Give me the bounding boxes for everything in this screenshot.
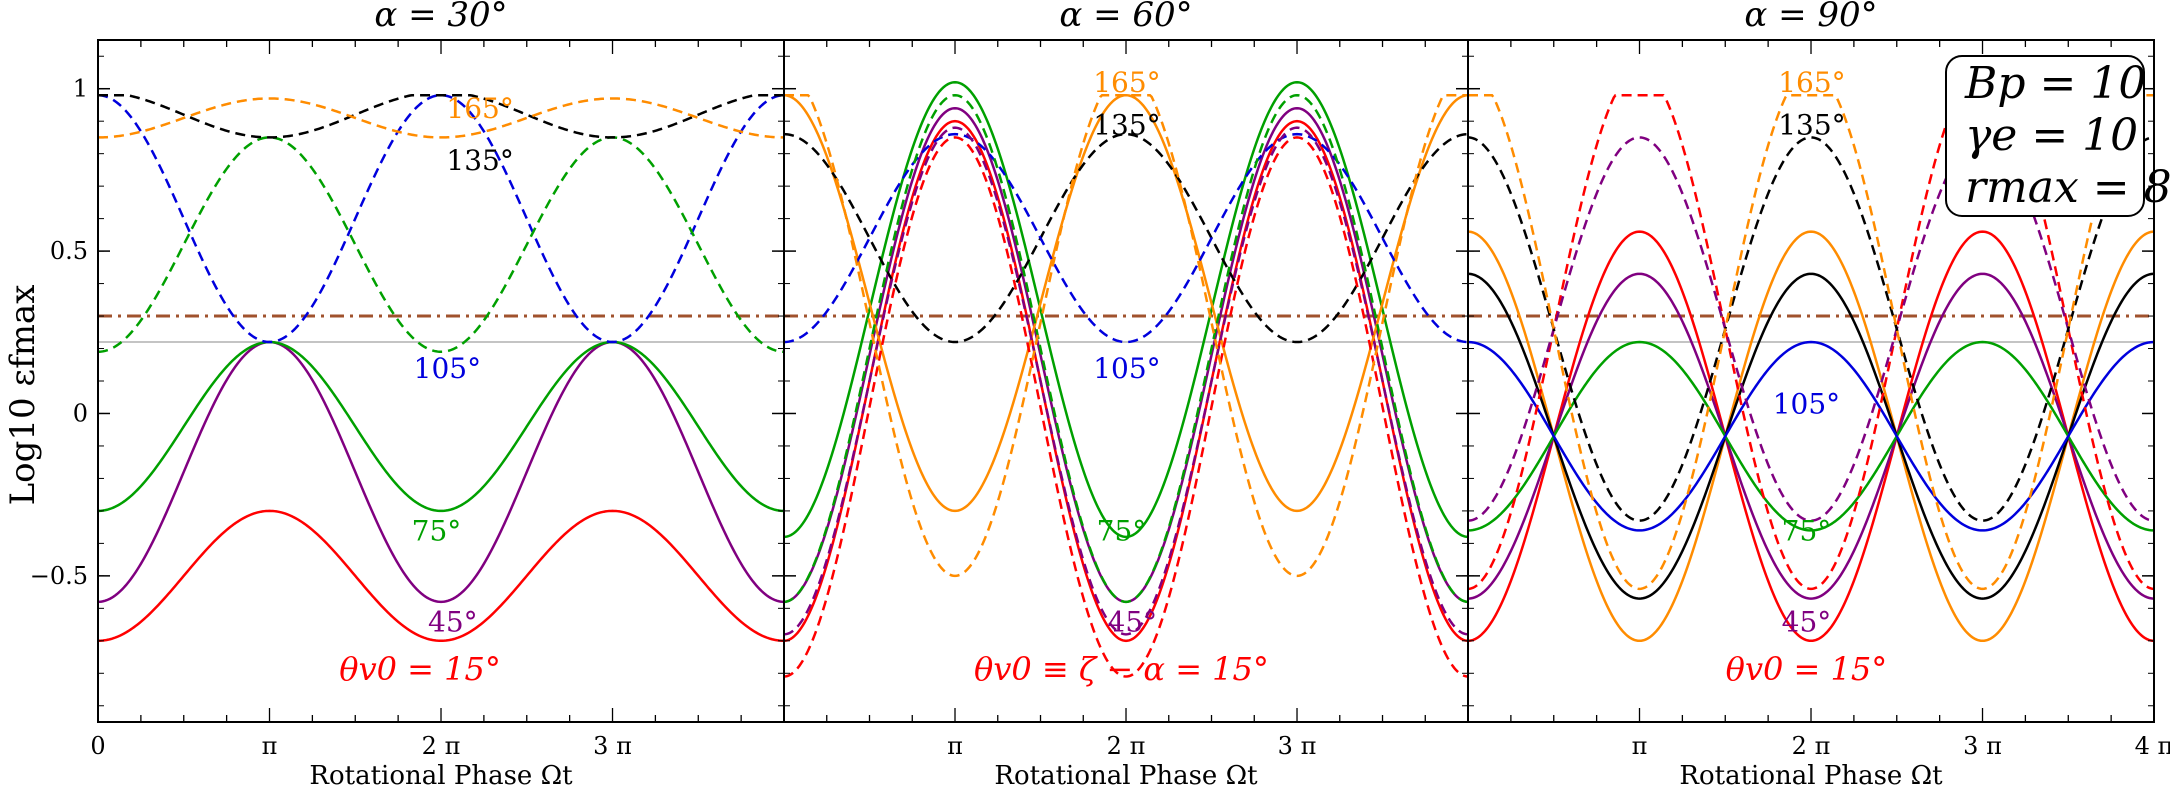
- curve-label: 75°: [412, 514, 462, 547]
- series-15-dashed-line: [1468, 93, 2154, 591]
- legend-box: [1945, 55, 2145, 217]
- x-tick-label: π: [262, 732, 278, 760]
- theta-label: θv0 ≡ ζ − α = 15°: [974, 650, 1269, 688]
- curve-label: 45°: [1782, 605, 1832, 638]
- curve-label: 105°: [1773, 388, 1840, 421]
- curve-label: 75°: [1097, 514, 1147, 547]
- x-tick-label: 3 π: [1278, 732, 1317, 760]
- series-165-dashed-line: [784, 93, 1468, 578]
- curve-label: 135°: [1778, 108, 1845, 141]
- panel-1: 1 0.5 0 −0.5 0 π 2 π 3 π Rotational Phase Ωt α = …: [30, 0, 785, 791]
- legend-rmax: rmax = 8: [1965, 162, 2170, 213]
- series-45-dashed-line: [1468, 136, 2154, 522]
- series-135-line: [98, 93, 784, 139]
- series-75-line: [98, 340, 784, 513]
- series-105-line: [784, 132, 1468, 344]
- curve-label: 75°: [1782, 514, 1832, 547]
- series-165-line: [1468, 230, 2154, 643]
- curve-label: 105°: [1093, 352, 1160, 385]
- series-45-dashed-line: [784, 126, 1468, 636]
- curve-label: 45°: [1108, 605, 1158, 638]
- panel-title: α = 90°: [1744, 0, 1877, 35]
- legend-gamma: γe = 10: [1965, 110, 2138, 161]
- panel-3: π 2 π 3 π 4 π Rotational Phase Ωt α = 90° 165°…: [1467, 0, 2170, 791]
- series-45-line: [98, 340, 784, 604]
- parameter-legend: Bp = 10 γe = 10 rmax = 8: [1945, 55, 2170, 217]
- x-tick-label: π: [947, 732, 963, 760]
- y-tick-label: 0.5: [50, 237, 88, 265]
- curve-label: 165°: [1778, 66, 1845, 99]
- y-tick-label: 0: [73, 399, 88, 427]
- y-tick-label: −0.5: [30, 562, 88, 590]
- x-axis-label: Rotational Phase Ωt: [309, 761, 573, 788]
- panel-2: π 2 π 3 π Rotational Phase Ωt α = 60° 165° 135…: [783, 0, 1469, 791]
- series-75-line: [784, 80, 1468, 539]
- x-tick-label: 2 π: [422, 732, 461, 760]
- series-75-dashed-line: [98, 136, 784, 354]
- plot-area-1: [98, 93, 784, 643]
- series-135-dashed-line: [1468, 136, 2154, 522]
- series-45-line: [1468, 272, 2154, 600]
- series-75-dashed-line: [784, 93, 1468, 604]
- series-75-line: [1468, 340, 2154, 532]
- x-tick-label: π: [1632, 732, 1648, 760]
- curve-label: 135°: [446, 144, 513, 177]
- plot-area-2: [784, 80, 1468, 678]
- series-15-line: [1468, 230, 2154, 643]
- series-15-dashed-line: [784, 136, 1468, 678]
- series-135-line: [1468, 272, 2154, 600]
- x-tick-label: 0: [90, 732, 105, 760]
- y-axis-label: Log10 εfmax: [3, 285, 43, 506]
- theta-label: θv0 = 15°: [1726, 650, 1888, 688]
- series-165-line: [784, 93, 1468, 513]
- curve-label: 165°: [446, 92, 513, 125]
- x-tick-label: 4 π: [2135, 732, 2170, 760]
- theta-label: θv0 = 15°: [339, 650, 501, 688]
- panels-layer: 1 0.5 0 −0.5 0 π 2 π 3 π Rotational Phase Ωt α = …: [30, 0, 2170, 791]
- series-165-line: [98, 97, 784, 139]
- x-axis-label: Rotational Phase Ωt: [994, 761, 1258, 788]
- y-tick-label: 1: [73, 75, 88, 103]
- panel-title: α = 30°: [374, 0, 507, 35]
- x-axis-label: Rotational Phase Ωt: [1679, 761, 1943, 788]
- curve-label: 105°: [414, 352, 481, 385]
- series-105-line: [1468, 340, 2154, 532]
- curve-label: 45°: [428, 605, 478, 638]
- series-15-line: [98, 509, 784, 643]
- x-tick-label: 2 π: [1792, 732, 1831, 760]
- legend-bp: Bp = 10: [1964, 58, 2146, 109]
- x-tick-label: 3 π: [1963, 732, 2002, 760]
- x-tick-label: 2 π: [1107, 732, 1146, 760]
- curve-label: 135°: [1093, 108, 1160, 141]
- panel-title: α = 60°: [1059, 0, 1192, 35]
- series-165-dashed-line: [1468, 93, 2154, 591]
- series-105-line: [98, 93, 784, 344]
- x-tick-label: 3 π: [593, 732, 632, 760]
- series-135-line: [784, 132, 1468, 344]
- plot-area-3: [1468, 93, 2154, 643]
- curve-label: 165°: [1093, 66, 1160, 99]
